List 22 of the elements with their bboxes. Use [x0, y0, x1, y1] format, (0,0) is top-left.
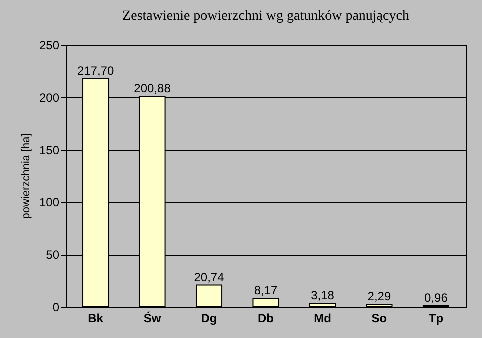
data-label: 217,70 — [77, 64, 114, 78]
x-tick-label: Św — [144, 312, 162, 326]
data-label: 0,96 — [424, 290, 448, 305]
data-label: 200,88 — [134, 81, 172, 96]
data-label: 20,74 — [194, 270, 225, 284]
y-tick-label: 150 — [39, 143, 60, 158]
x-tick-label: Tp — [428, 312, 444, 326]
x-tick-label: Md — [314, 312, 332, 326]
x-tick-label: Db — [258, 312, 274, 326]
data-label: 8,17 — [254, 283, 278, 298]
y-tick-label: 100 — [39, 196, 60, 210]
x-tick-label: So — [372, 312, 388, 326]
x-tick-label: Dg — [201, 312, 218, 326]
data-label: 3,18 — [311, 288, 335, 303]
chart-title: Zestawienie powierzchni wg gatunków panujących — [122, 9, 410, 24]
y-tick-label: 0 — [52, 300, 60, 314]
y-tick-label: 250 — [39, 38, 60, 52]
y-tick-label: 200 — [39, 90, 60, 105]
y-tick-label: 50 — [46, 248, 60, 262]
data-label: 2,29 — [368, 290, 392, 304]
x-tick-label: Bk — [88, 312, 104, 326]
y-axis-title: powierzchnia [ha] — [20, 134, 32, 220]
